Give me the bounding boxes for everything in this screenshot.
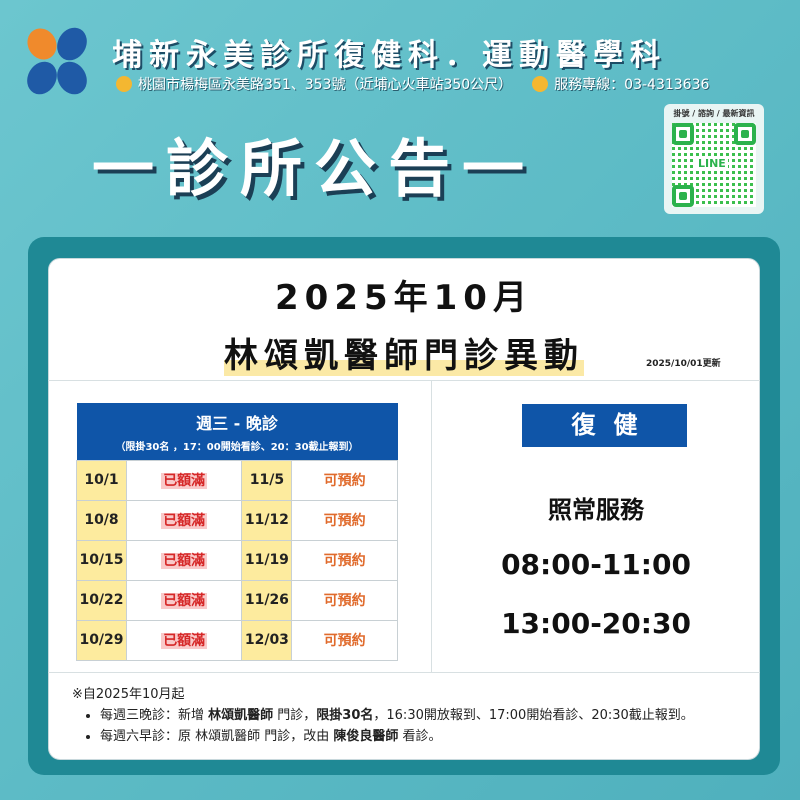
phone: 服務專線：03-4313636	[554, 77, 710, 93]
date-cell: 10/15	[76, 539, 127, 581]
date-cell: 12/03	[241, 619, 293, 661]
location-pin-icon	[116, 76, 132, 92]
divider	[48, 672, 760, 673]
rehab-label: 復健	[522, 404, 687, 447]
schedule-table: 週三 - 晚診 （限掛30名 ，17：00開始看診、20：30截止報到） 10/…	[76, 403, 398, 661]
status-cell: 可預約	[291, 539, 398, 581]
status-cell: 已額滿	[125, 499, 243, 541]
note-item: 每週六早診：原 林頌凱醫師 門診，改由 陳俊良醫師 看診。	[100, 726, 694, 747]
line-qr-code[interactable]: 掛號 / 諮詢 / 最新資訊 LINE	[664, 104, 764, 214]
rehab-status: 照常服務	[548, 496, 644, 524]
status-cell: 可預約	[291, 459, 398, 501]
status-cell: 已額滿	[125, 539, 243, 581]
notes: ※自2025年10月起 每週三晚診：新增 林頌凱醫師 門診，限掛30名，16:3…	[72, 684, 694, 747]
address: 桃園市楊梅區永美路351、353號（近埔心火車站350公尺）	[138, 77, 513, 93]
status-cell: 已額滿	[125, 459, 243, 501]
clinic-logo	[27, 27, 87, 95]
date-cell: 11/5	[241, 459, 293, 501]
table-row: 10/1 已額滿 11/5 可預約	[76, 459, 398, 501]
qr-image: LINE	[672, 123, 756, 207]
table-row: 10/15 已額滿 11/19 可預約	[76, 539, 398, 581]
table-row: 10/8 已額滿 11/12 可預約	[76, 499, 398, 541]
divider	[431, 380, 432, 672]
date-cell: 10/8	[76, 499, 127, 541]
divider	[48, 380, 760, 381]
date-cell: 10/29	[76, 619, 127, 661]
clinic-name: 埔新永美診所復健科．運動醫學科	[112, 38, 667, 73]
note-item: 每週三晚診：新增 林頌凱醫師 門診，限掛30名，16:30開放報到、17:00開…	[100, 705, 694, 726]
table-row: 10/22 已額滿 11/26 可預約	[76, 579, 398, 621]
status-cell: 可預約	[291, 499, 398, 541]
date-cell: 10/1	[76, 459, 127, 501]
status-cell: 已額滿	[125, 619, 243, 661]
qr-label: 掛號 / 諮詢 / 最新資訊	[673, 109, 755, 118]
contact-info: 桃園市楊梅區永美路351、353號（近埔心火車站350公尺） 服務專線：03-4…	[116, 74, 709, 94]
date-cell: 10/22	[76, 579, 127, 621]
phone-icon	[532, 76, 549, 92]
line-logo: LINE	[696, 157, 728, 170]
date-cell: 11/12	[241, 499, 293, 541]
status-cell: 可預約	[291, 579, 398, 621]
status-cell: 已額滿	[125, 579, 243, 621]
rehab-hours-morning: 08:00-11:00	[501, 548, 691, 581]
status-cell: 可預約	[291, 619, 398, 661]
date-cell: 11/26	[241, 579, 293, 621]
page-heading: 一診所公告一	[92, 132, 537, 205]
table-row: 10/29 已額滿 12/03 可預約	[76, 619, 398, 661]
schedule-header: 週三 - 晚診 （限掛30名 ，17：00開始看診、20：30截止報到）	[76, 403, 398, 460]
rehab-hours-afternoon: 13:00-20:30	[501, 607, 691, 640]
updated-date: 2025/10/01更新	[646, 359, 721, 369]
date-cell: 11/19	[241, 539, 293, 581]
notice-title: 林頌凱醫師門診異動	[224, 336, 584, 376]
notice-month: 2025年10月	[275, 278, 533, 318]
